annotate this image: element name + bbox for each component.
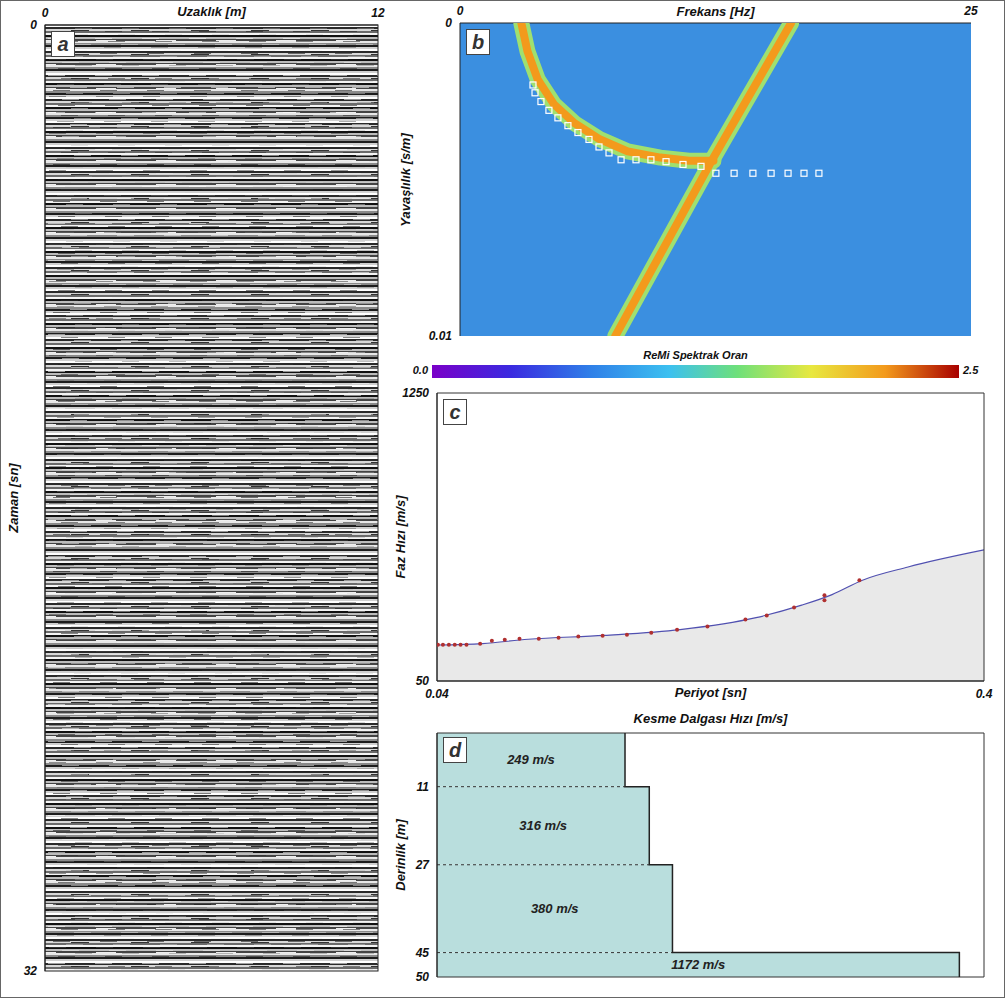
svg-text:27: 27 [415, 858, 431, 872]
svg-text:0: 0 [457, 4, 464, 18]
html-text:d: d [448, 739, 462, 761]
html-text:c: c [449, 401, 461, 423]
svg-text:0.4: 0.4 [976, 687, 993, 701]
svg-text:0: 0 [30, 18, 37, 32]
svg-text:0: 0 [42, 6, 49, 20]
svg-text:316 m/s: 316 m/s [519, 818, 567, 833]
svg-text:380 m/s: 380 m/s [531, 901, 579, 916]
svg-text:25: 25 [963, 4, 978, 18]
svg-text:32: 32 [24, 964, 38, 978]
svg-text:50: 50 [416, 674, 430, 688]
html-text:0.0: 0.0 [412, 364, 428, 376]
html-text:Zaman [sn]: Zaman [sn] [5, 463, 21, 533]
svg-text:1172 m/s: 1172 m/s [671, 957, 725, 972]
html-text:Yavaşlılık [s/m]: Yavaşlılık [s/m] [397, 132, 413, 227]
svg-text:0.04: 0.04 [425, 687, 449, 701]
svg-text:249 m/s: 249 m/s [506, 752, 555, 767]
html-text:b: b [471, 31, 485, 53]
html-text:a: a [57, 33, 69, 55]
svg-text:0: 0 [445, 16, 452, 30]
html-text:2.5: 2.5 [963, 364, 979, 376]
html-text:Frekans [Hz]: Frekans [Hz] [676, 4, 755, 19]
html-text:Periyot [sn]: Periyot [sn] [674, 685, 747, 700]
html-text:Faz Hızı [m/s]: Faz Hızı [m/s] [392, 495, 408, 579]
html-text:Kesme Dalgası Hızı [m/s]: Kesme Dalgası Hızı [m/s] [633, 711, 788, 726]
html-text:Uzaklık [m]: Uzaklık [m] [177, 4, 246, 19]
svg-text:45: 45 [415, 946, 430, 960]
html-text:ReMi Spektrak Oran: ReMi Spektrak Oran [643, 349, 748, 361]
html-text:Derinlik [m]: Derinlik [m] [392, 819, 408, 891]
svg-text:0.01: 0.01 [429, 329, 453, 343]
svg-text:50: 50 [416, 970, 430, 984]
svg-text:11: 11 [417, 780, 430, 794]
svg-text:1250: 1250 [402, 386, 429, 400]
svg-text:12: 12 [371, 6, 385, 20]
